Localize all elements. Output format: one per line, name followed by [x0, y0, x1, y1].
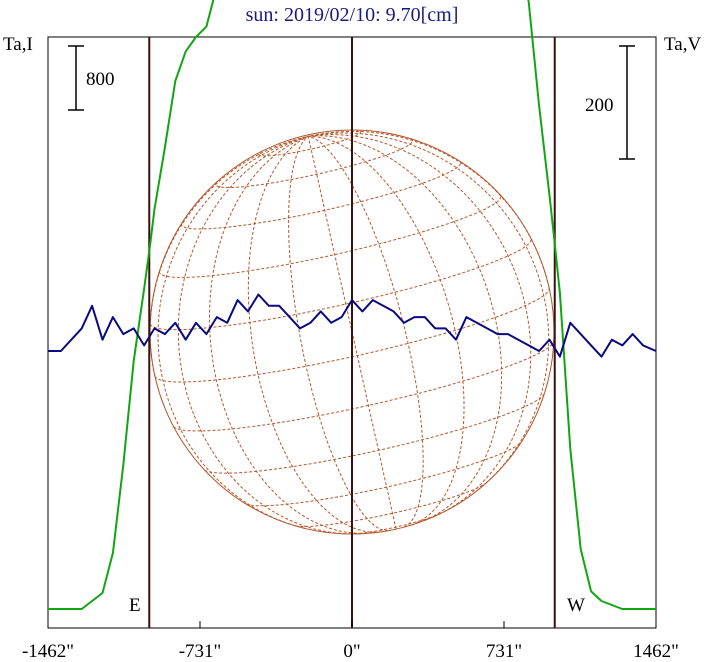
- disk-meridian: [308, 135, 424, 528]
- series-line-polarization: [48, 293, 657, 358]
- series-line-intensity: [48, 0, 656, 610]
- disk-meridian: [307, 136, 397, 530]
- disk-parallel: [258, 129, 362, 157]
- disk-meridian: [177, 135, 351, 535]
- data-series: [48, 0, 657, 610]
- disk-parallel: [173, 341, 555, 432]
- x-axis-ticks: -1462" -731" 0" 731" 1462": [22, 621, 679, 662]
- x-tick-label: 731": [486, 641, 522, 662]
- disk-parallel: [181, 160, 462, 230]
- x-tick-label: 1462": [633, 641, 679, 662]
- disk-meridian: [308, 130, 550, 289]
- scale-bar-left-label: 800: [86, 69, 115, 90]
- disk-meridian: [208, 135, 367, 534]
- limb-label-east: E: [129, 595, 141, 616]
- disk-parallel: [245, 441, 522, 507]
- scale-bar-right-label: 200: [585, 95, 614, 116]
- limb-lines: [148, 37, 556, 628]
- disk-meridian: [288, 135, 389, 532]
- x-tick-label: 0": [343, 641, 360, 662]
- disk-parallel: [154, 287, 550, 383]
- disk-parallel: [149, 238, 532, 331]
- disk-parallel: [295, 482, 487, 527]
- chart-title: sun: 2019/02/10: 9.70[cm]: [246, 4, 459, 26]
- limb-label-west: W: [567, 595, 585, 616]
- disk-meridian: [308, 132, 550, 491]
- solar-disk-grid: [149, 129, 555, 535]
- x-tick-label: -1462": [22, 641, 74, 662]
- scale-bar-right: 200: [585, 45, 635, 160]
- right-axis-label: Ta,V: [664, 34, 701, 55]
- disk-parallel: [215, 138, 414, 188]
- x-tick-label: -731": [179, 641, 222, 662]
- disk-meridian: [247, 135, 381, 533]
- disk-parallel: [349, 513, 441, 535]
- disk-meridian: [308, 135, 503, 521]
- disk-meridian: [308, 135, 465, 526]
- scale-bar-left: 800: [68, 45, 115, 111]
- disk-parallel: [204, 393, 545, 474]
- left-axis-label: Ta,I: [3, 34, 33, 55]
- disk-meridian: [157, 135, 309, 529]
